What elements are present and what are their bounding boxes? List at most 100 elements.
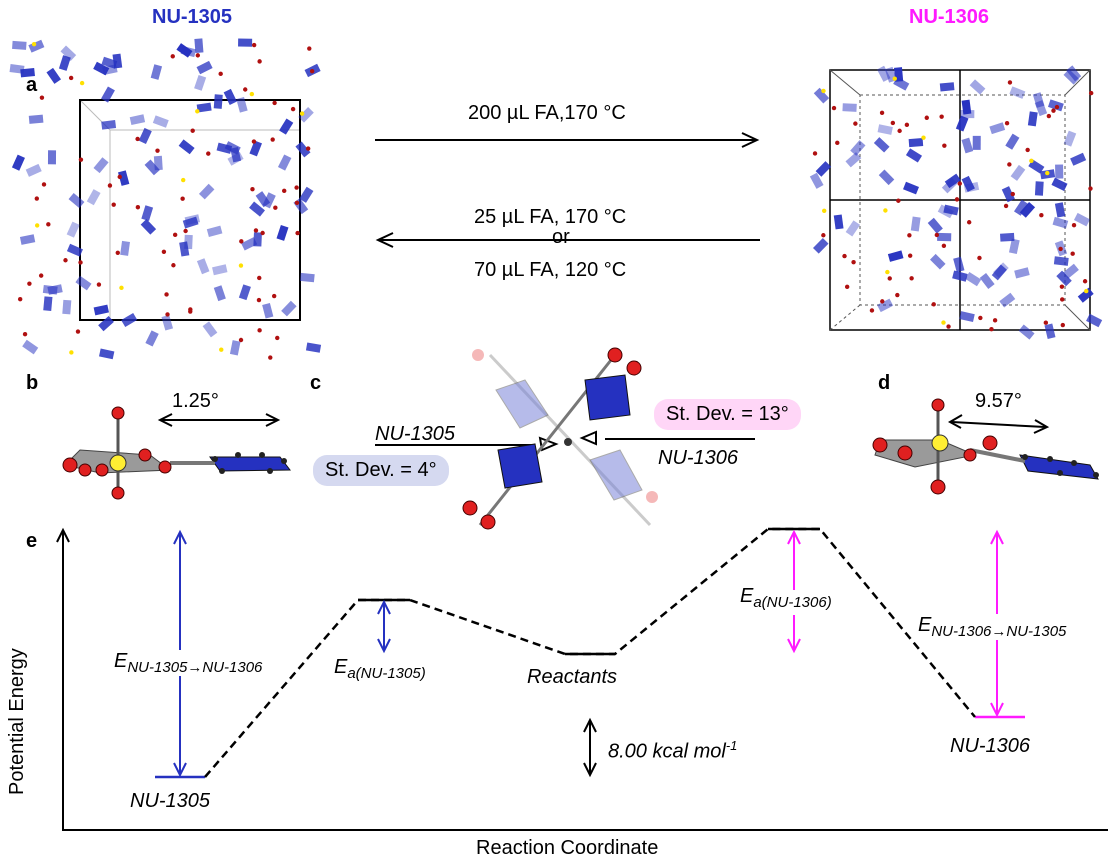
linker-fragment bbox=[279, 118, 294, 135]
atom-fragment bbox=[1084, 288, 1089, 294]
linker-fragment bbox=[121, 312, 138, 327]
atom-fragment bbox=[821, 88, 826, 94]
linker-fragment bbox=[47, 150, 57, 165]
atom-fragment bbox=[1051, 108, 1056, 113]
linker-fragment bbox=[1034, 181, 1044, 196]
atom-fragment bbox=[1071, 222, 1077, 228]
atom-fragment bbox=[907, 253, 913, 258]
gap-label: 8.00 kcal mol-1 bbox=[608, 738, 737, 764]
linker-fragment bbox=[1001, 186, 1015, 203]
linker-fragment bbox=[809, 172, 824, 189]
linker-fragment bbox=[944, 173, 961, 189]
linker-fragment bbox=[47, 284, 63, 295]
atom-fragment bbox=[117, 174, 122, 180]
atom-fragment bbox=[290, 106, 296, 112]
reverse-condition-or: or bbox=[552, 226, 570, 248]
linker-fragment bbox=[1063, 69, 1080, 85]
linker-fragment bbox=[249, 201, 265, 217]
linker-fragment bbox=[75, 275, 92, 291]
linker-fragment bbox=[815, 161, 832, 177]
linker-fragment bbox=[212, 264, 228, 276]
atom-fragment bbox=[821, 233, 826, 238]
label-ea-nu1305: Ea(NU-1305) bbox=[334, 656, 426, 682]
atom-fragment bbox=[1045, 170, 1050, 176]
atom-fragment bbox=[22, 331, 28, 337]
y-axis-label: Potential Energy bbox=[6, 648, 28, 795]
linker-fragment bbox=[238, 38, 253, 47]
state-label-reactants: Reactants bbox=[527, 666, 618, 688]
linker-fragment bbox=[999, 292, 1016, 308]
linker-fragment bbox=[20, 67, 35, 78]
linker-fragment bbox=[1009, 86, 1026, 99]
linker-fragment bbox=[86, 189, 101, 206]
linker-fragment bbox=[969, 79, 986, 95]
linker-fragment bbox=[66, 243, 83, 257]
linker-fragment bbox=[101, 120, 117, 130]
linker-fragment bbox=[979, 273, 995, 289]
atom-fragment bbox=[942, 143, 947, 148]
linker-fragment bbox=[43, 296, 53, 311]
atom-fragment bbox=[260, 230, 265, 236]
linker-fragment bbox=[184, 234, 193, 250]
linker-fragment bbox=[299, 186, 314, 203]
label-ea-nu1306: Ea(NU-1306) bbox=[740, 585, 832, 611]
atom-fragment bbox=[1059, 284, 1065, 289]
linker-fragment bbox=[845, 152, 862, 168]
atom-fragment bbox=[119, 285, 124, 291]
angle-label-d: 9.57° bbox=[975, 390, 1022, 412]
atom-fragment bbox=[34, 196, 40, 201]
y-axis bbox=[56, 527, 70, 830]
label-ea-left-sub: a(NU-1305) bbox=[347, 665, 426, 682]
linker-fragment bbox=[903, 181, 919, 195]
atom-fragment bbox=[941, 243, 947, 248]
atom-fragment bbox=[1039, 212, 1044, 218]
gap-label-text: 8.00 kcal mol bbox=[608, 740, 726, 763]
linker-fragment bbox=[249, 140, 262, 157]
atom-fragment bbox=[1058, 246, 1063, 252]
atom-fragment bbox=[1025, 147, 1030, 153]
linker-fragment bbox=[1053, 256, 1069, 266]
atom-fragment bbox=[1010, 191, 1015, 197]
atom-fragment bbox=[219, 347, 224, 352]
atom-fragment bbox=[907, 233, 912, 238]
atom-fragment bbox=[1054, 104, 1060, 110]
nu1306-structure-image bbox=[809, 65, 1103, 340]
linker-fragment bbox=[138, 127, 152, 144]
overlay-label-nu1306: NU-1306 bbox=[658, 447, 739, 469]
linker-fragment bbox=[991, 264, 1007, 281]
linker-fragment bbox=[989, 122, 1006, 135]
panel-label-b: b bbox=[26, 372, 39, 394]
linker-fragment bbox=[1063, 263, 1079, 279]
linker-fragment bbox=[1019, 201, 1036, 218]
atom-fragment bbox=[275, 335, 280, 341]
reverse-condition-1: 25 µL FA, 170 °C bbox=[474, 206, 627, 228]
atom-fragment bbox=[206, 151, 211, 156]
atom-fragment bbox=[268, 355, 273, 360]
reverse-arrow bbox=[375, 232, 760, 248]
linker-fragment bbox=[206, 225, 223, 238]
atom-fragment bbox=[812, 151, 818, 156]
atom-fragment bbox=[165, 312, 170, 317]
linker-fragment bbox=[1073, 212, 1091, 227]
atom-fragment bbox=[257, 59, 262, 64]
linker-fragment bbox=[141, 205, 154, 221]
linker-fragment bbox=[66, 221, 80, 238]
atom-fragment bbox=[844, 284, 850, 290]
linker-fragment bbox=[1063, 130, 1077, 147]
linker-fragment bbox=[939, 82, 955, 92]
arrow-gap bbox=[583, 717, 597, 778]
atom-fragment bbox=[904, 122, 910, 128]
linker-fragment bbox=[873, 137, 890, 153]
linker-fragment bbox=[262, 302, 274, 319]
linker-fragment bbox=[1077, 287, 1094, 303]
linker-fragment bbox=[22, 339, 39, 355]
atom-fragment bbox=[977, 255, 982, 261]
atom-fragment bbox=[170, 54, 175, 59]
linker-fragment bbox=[223, 88, 237, 105]
label-e-nu1306-to-nu1305: ENU-1306→NU-1305 bbox=[918, 614, 1067, 640]
linker-fragment bbox=[908, 138, 924, 148]
atom-fragment bbox=[68, 75, 74, 81]
atom-fragment bbox=[39, 95, 45, 100]
gap-label-sup: -1 bbox=[725, 738, 738, 753]
linker-fragment bbox=[1028, 159, 1045, 174]
